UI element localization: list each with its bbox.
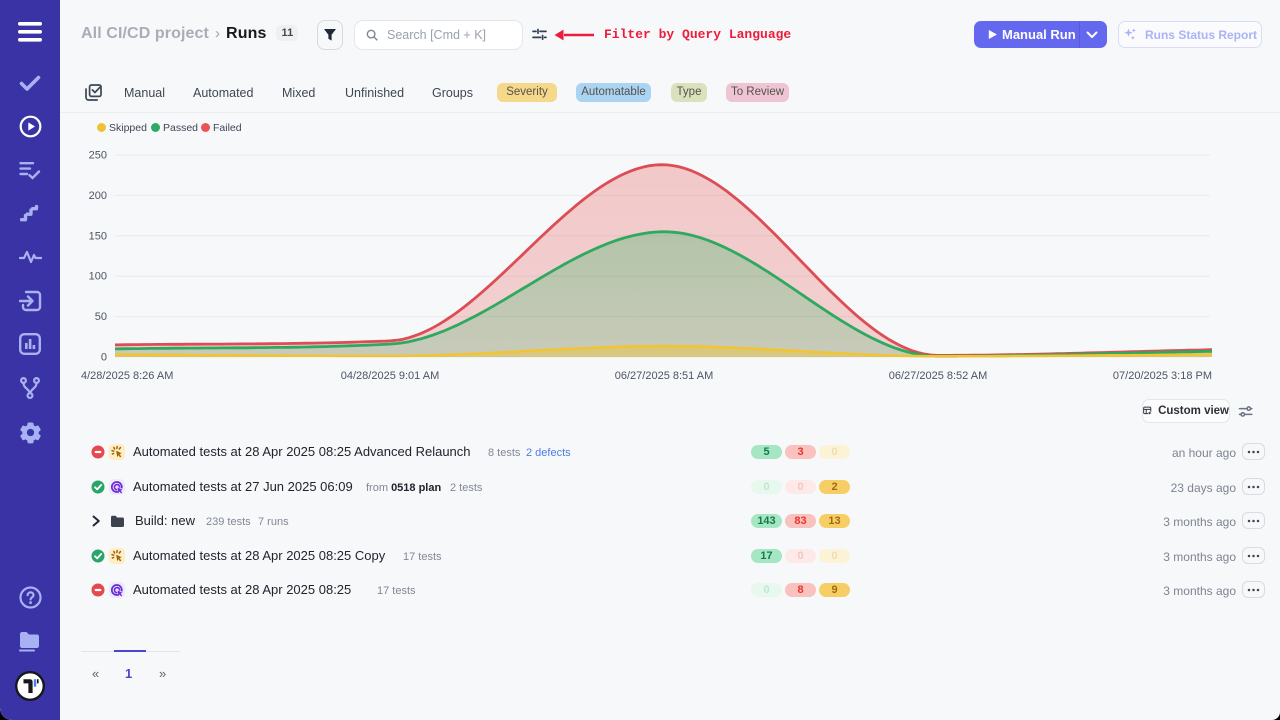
svg-text:4/28/2025 8:26 AM: 4/28/2025 8:26 AM <box>81 370 173 382</box>
svg-text:50: 50 <box>95 311 107 323</box>
svg-text:06/27/2025 8:52 AM: 06/27/2025 8:52 AM <box>889 370 987 382</box>
svg-text:100: 100 <box>89 271 107 283</box>
svg-text:0: 0 <box>101 352 107 364</box>
svg-text:150: 150 <box>89 230 107 242</box>
svg-text:200: 200 <box>89 190 107 202</box>
svg-text:250: 250 <box>89 150 107 162</box>
svg-text:04/28/2025 9:01 AM: 04/28/2025 9:01 AM <box>341 370 439 382</box>
svg-text:06/27/2025 8:51 AM: 06/27/2025 8:51 AM <box>615 370 713 382</box>
svg-text:07/20/2025 3:18 PM: 07/20/2025 3:18 PM <box>1113 370 1212 382</box>
